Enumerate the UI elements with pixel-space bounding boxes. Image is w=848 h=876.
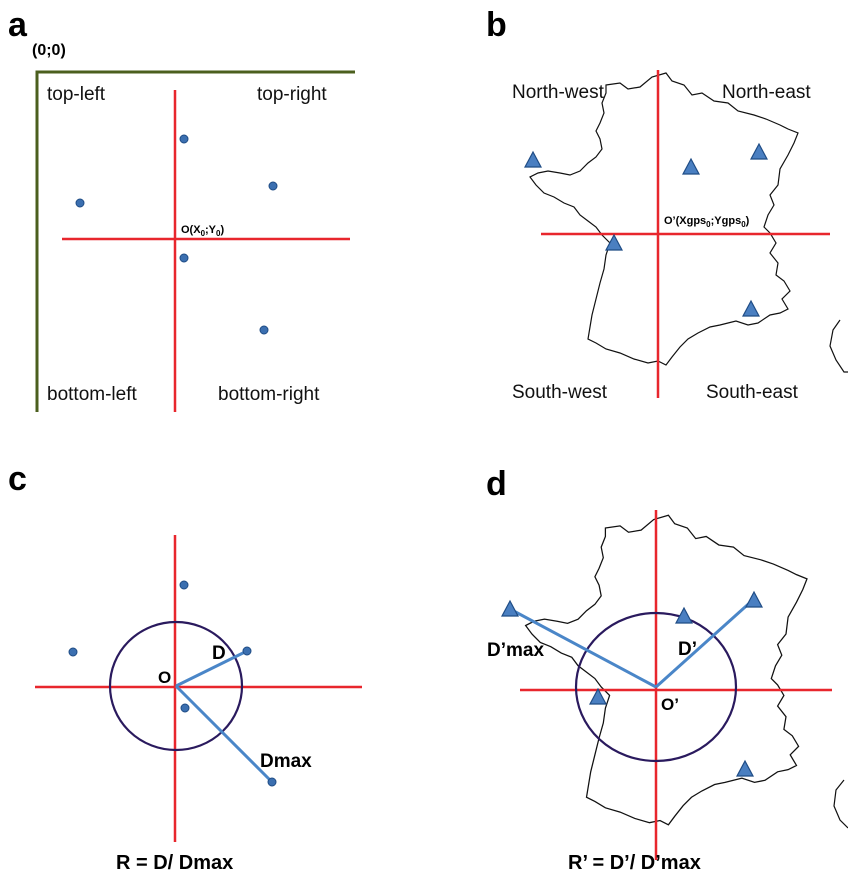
dmax-label: Dmax (260, 751, 312, 772)
center-label-c: O (158, 668, 171, 687)
distance-ray-dmax (174, 684, 274, 784)
center-label-b: O’(Xgps0;Ygps0) (664, 215, 750, 229)
panel-b: b North-west North-east South-west South… (486, 6, 848, 403)
point-icon (75, 198, 85, 208)
distance-ray-d (175, 649, 248, 688)
d-prime-label: D’ (678, 639, 697, 660)
station-triangle-icon (736, 759, 754, 777)
distance-ray-d (654, 597, 756, 689)
station-triangle-icon (589, 687, 607, 705)
panel-letter-d: d (486, 465, 507, 503)
panel-d: d O’ D’ D’max R’ = D’/ D’max (486, 465, 848, 874)
panel-letter-a: a (8, 6, 28, 44)
point-icon (179, 253, 189, 263)
d-label: D (212, 643, 226, 664)
station-triangle-icon (750, 142, 768, 160)
ratio-circle (574, 611, 738, 763)
panel-a: a (0;0) top-left top-right bottom-left b… (8, 6, 355, 412)
quadrant-label-north-east: North-east (722, 82, 811, 103)
station-triangle-icon (501, 599, 519, 617)
corsica-outline (829, 319, 848, 373)
quadrant-label-top-left: top-left (47, 84, 106, 105)
station-triangle-icon (675, 606, 693, 624)
station-triangle-icon (682, 157, 700, 175)
dmax-prime-label: D’max (487, 640, 544, 661)
formula-c: R = D/ Dmax (116, 852, 233, 874)
point-icon (68, 647, 78, 657)
station-triangle-icon (524, 150, 542, 168)
station-triangle-icon (742, 299, 760, 317)
panel-letter-c: c (8, 460, 27, 498)
panel-c: c O D Dmax R = D/ Dmax (8, 460, 362, 874)
formula-d: R’ = D’/ D’max (568, 852, 701, 874)
station-triangle-icon (745, 590, 763, 608)
origin-label: (0;0) (32, 42, 66, 59)
corsica-outline (833, 779, 848, 829)
station-triangle-icon (605, 233, 623, 251)
quadrant-label-top-right: top-right (257, 84, 327, 105)
distance-ray-dmax (509, 607, 657, 689)
point-icon (259, 325, 269, 335)
quadrant-label-bottom-right: bottom-right (218, 384, 320, 405)
ratio-circle (108, 620, 244, 752)
center-label-d: O’ (661, 695, 679, 714)
quadrant-label-north-west: North-west (512, 82, 605, 103)
point-icon (179, 580, 189, 590)
point-icon (242, 646, 252, 656)
quadrant-label-bottom-left: bottom-left (47, 384, 137, 405)
france-map (524, 514, 808, 826)
screen-frame (35, 70, 355, 412)
center-label-a: O(X0;Y0) (181, 224, 224, 238)
point-icon (180, 703, 190, 713)
quadrant-label-south-west: South-west (512, 382, 608, 403)
panel-letter-b: b (486, 6, 507, 44)
point-icon (267, 777, 277, 787)
quadrant-label-south-east: South-east (706, 382, 799, 403)
point-icon (179, 134, 189, 144)
point-icon (268, 181, 278, 191)
